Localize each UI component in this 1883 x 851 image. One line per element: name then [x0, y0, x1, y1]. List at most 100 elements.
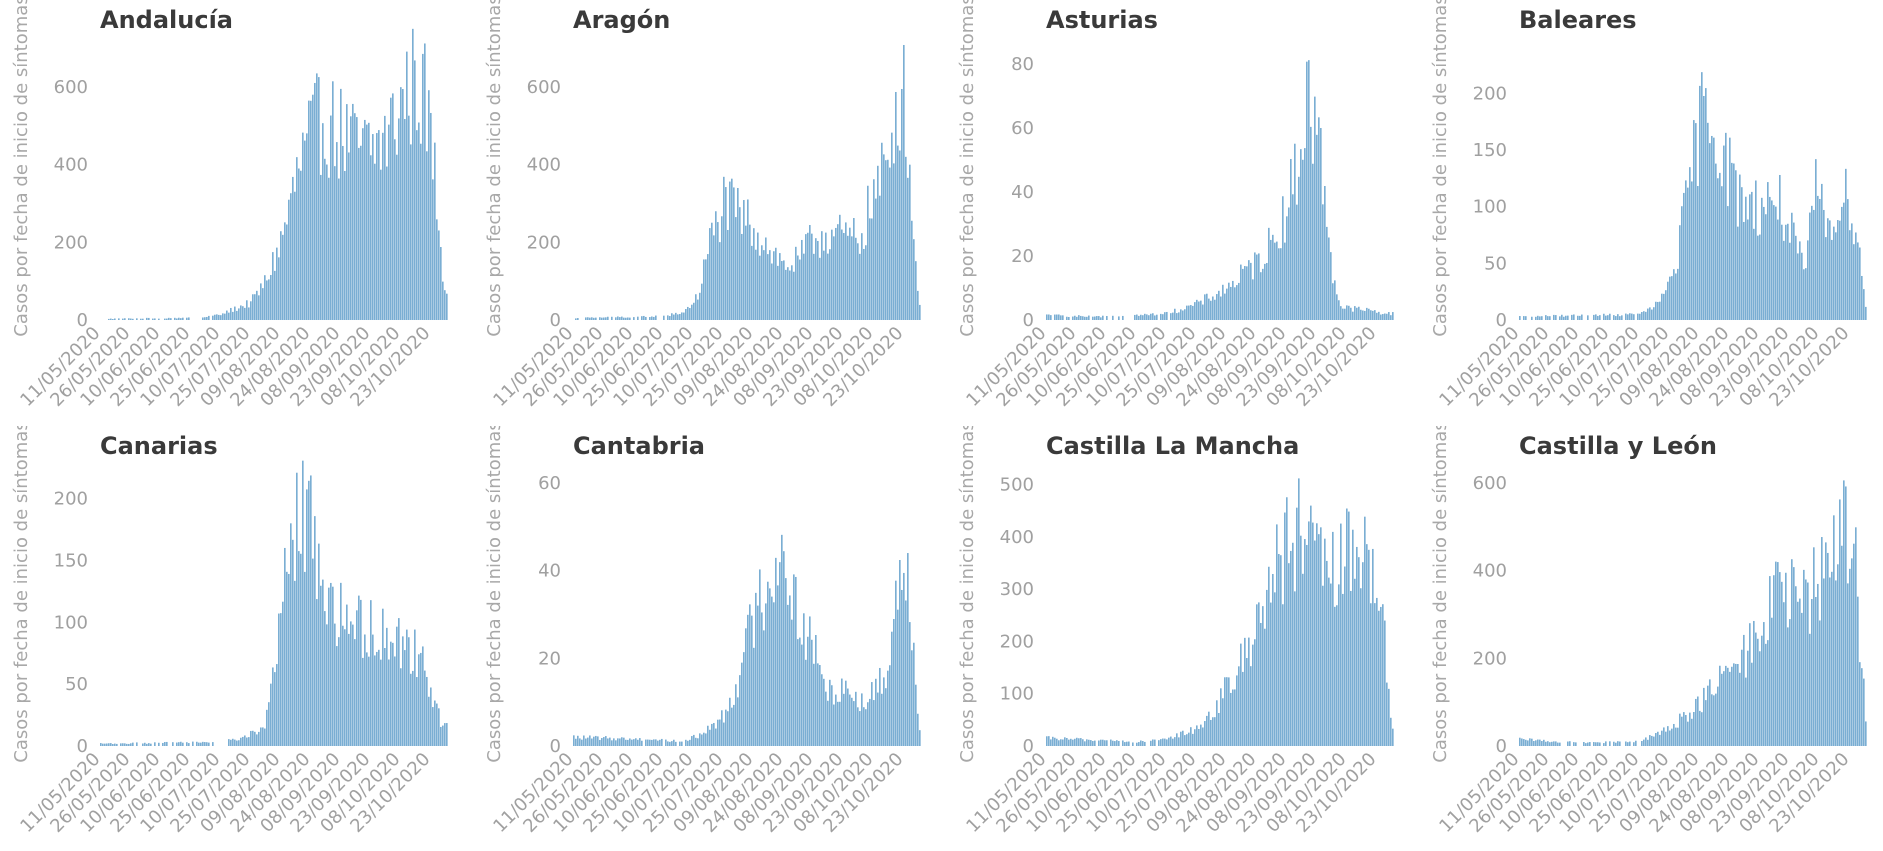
bar — [829, 249, 831, 320]
bar — [1272, 234, 1274, 320]
bar — [358, 147, 360, 320]
bar — [1755, 180, 1757, 320]
bar — [875, 678, 877, 746]
bar — [414, 60, 416, 321]
y-tick-label: 100 — [1000, 684, 1034, 705]
bar — [1585, 743, 1587, 746]
bar — [434, 142, 436, 320]
bar — [1384, 313, 1386, 320]
bar — [394, 656, 396, 746]
bar — [1697, 696, 1699, 746]
bar — [1304, 539, 1306, 746]
bar — [338, 637, 340, 746]
bar — [272, 667, 274, 746]
bar — [875, 198, 877, 320]
bar — [775, 247, 777, 320]
bar — [1172, 738, 1174, 746]
bar — [304, 140, 306, 320]
bar — [1256, 604, 1258, 746]
bar — [851, 236, 853, 320]
bar — [853, 218, 855, 320]
bar — [262, 288, 264, 320]
bar — [1222, 284, 1224, 320]
bar — [785, 269, 787, 320]
bar — [1543, 739, 1545, 746]
bar — [396, 626, 398, 746]
bar — [883, 154, 885, 320]
bar — [168, 317, 170, 320]
bar — [418, 122, 420, 320]
bar — [655, 315, 657, 320]
bar — [1082, 739, 1084, 746]
bar — [1525, 316, 1527, 320]
bar — [422, 53, 424, 321]
bar — [1128, 741, 1130, 746]
bar — [1276, 241, 1278, 320]
bar — [1633, 742, 1635, 746]
bar — [274, 672, 276, 746]
bar — [1218, 713, 1220, 746]
bar — [1817, 583, 1819, 746]
bar — [693, 734, 695, 746]
bar — [1815, 159, 1817, 320]
bar — [310, 475, 312, 746]
bar — [1637, 313, 1639, 320]
bar — [1709, 679, 1711, 746]
bar — [244, 735, 246, 746]
bar — [1823, 209, 1825, 320]
bar — [901, 88, 903, 321]
bar — [1218, 290, 1220, 320]
bar — [324, 158, 326, 320]
chart-svg: Castilla y León Casos por fecha de inicio… — [1430, 426, 1867, 837]
bar — [110, 318, 112, 320]
bar — [148, 743, 150, 746]
bar — [1741, 187, 1743, 320]
bar — [1160, 313, 1162, 320]
bar — [1729, 137, 1731, 320]
bar — [1769, 576, 1771, 746]
bar — [1142, 315, 1144, 320]
bar — [1627, 742, 1629, 746]
bar — [320, 585, 322, 746]
bar — [1567, 741, 1569, 746]
bar — [1350, 307, 1352, 320]
bar — [258, 295, 260, 320]
bar — [1308, 521, 1310, 746]
bar — [743, 652, 745, 746]
bar — [1206, 293, 1208, 320]
bar — [605, 317, 607, 320]
bar — [1545, 741, 1547, 746]
bar — [609, 737, 611, 746]
bar — [196, 741, 198, 746]
bar — [286, 224, 288, 320]
bar — [412, 670, 414, 746]
bar — [1066, 316, 1068, 320]
bar — [1100, 739, 1102, 746]
y-tick-label: 0 — [550, 736, 561, 757]
bars-group — [1046, 60, 1394, 321]
bar — [1076, 316, 1078, 320]
bar — [1326, 560, 1328, 746]
bar — [1080, 738, 1082, 746]
bar — [218, 314, 220, 320]
bar — [1801, 612, 1803, 746]
bar — [1717, 686, 1719, 746]
bar — [394, 139, 396, 320]
bar — [1689, 167, 1691, 320]
bar — [1308, 60, 1310, 321]
bar — [773, 251, 775, 320]
panel-cantabria: Cantabria Casos por fecha de inicio de sí… — [473, 426, 943, 851]
y-tick-label: 200 — [54, 232, 88, 253]
panel-castilla-y-leon: Castilla y León Casos por fecha de inicio… — [1419, 426, 1883, 851]
y-tick-label: 20 — [538, 648, 561, 669]
bar — [633, 739, 635, 746]
bar — [1661, 293, 1663, 320]
bar — [635, 738, 637, 746]
bar — [1224, 677, 1226, 746]
bar — [1701, 72, 1703, 320]
bar — [100, 743, 102, 746]
bar — [144, 742, 146, 746]
bar — [1330, 583, 1332, 746]
bar — [1290, 550, 1292, 746]
bar — [1813, 547, 1815, 746]
